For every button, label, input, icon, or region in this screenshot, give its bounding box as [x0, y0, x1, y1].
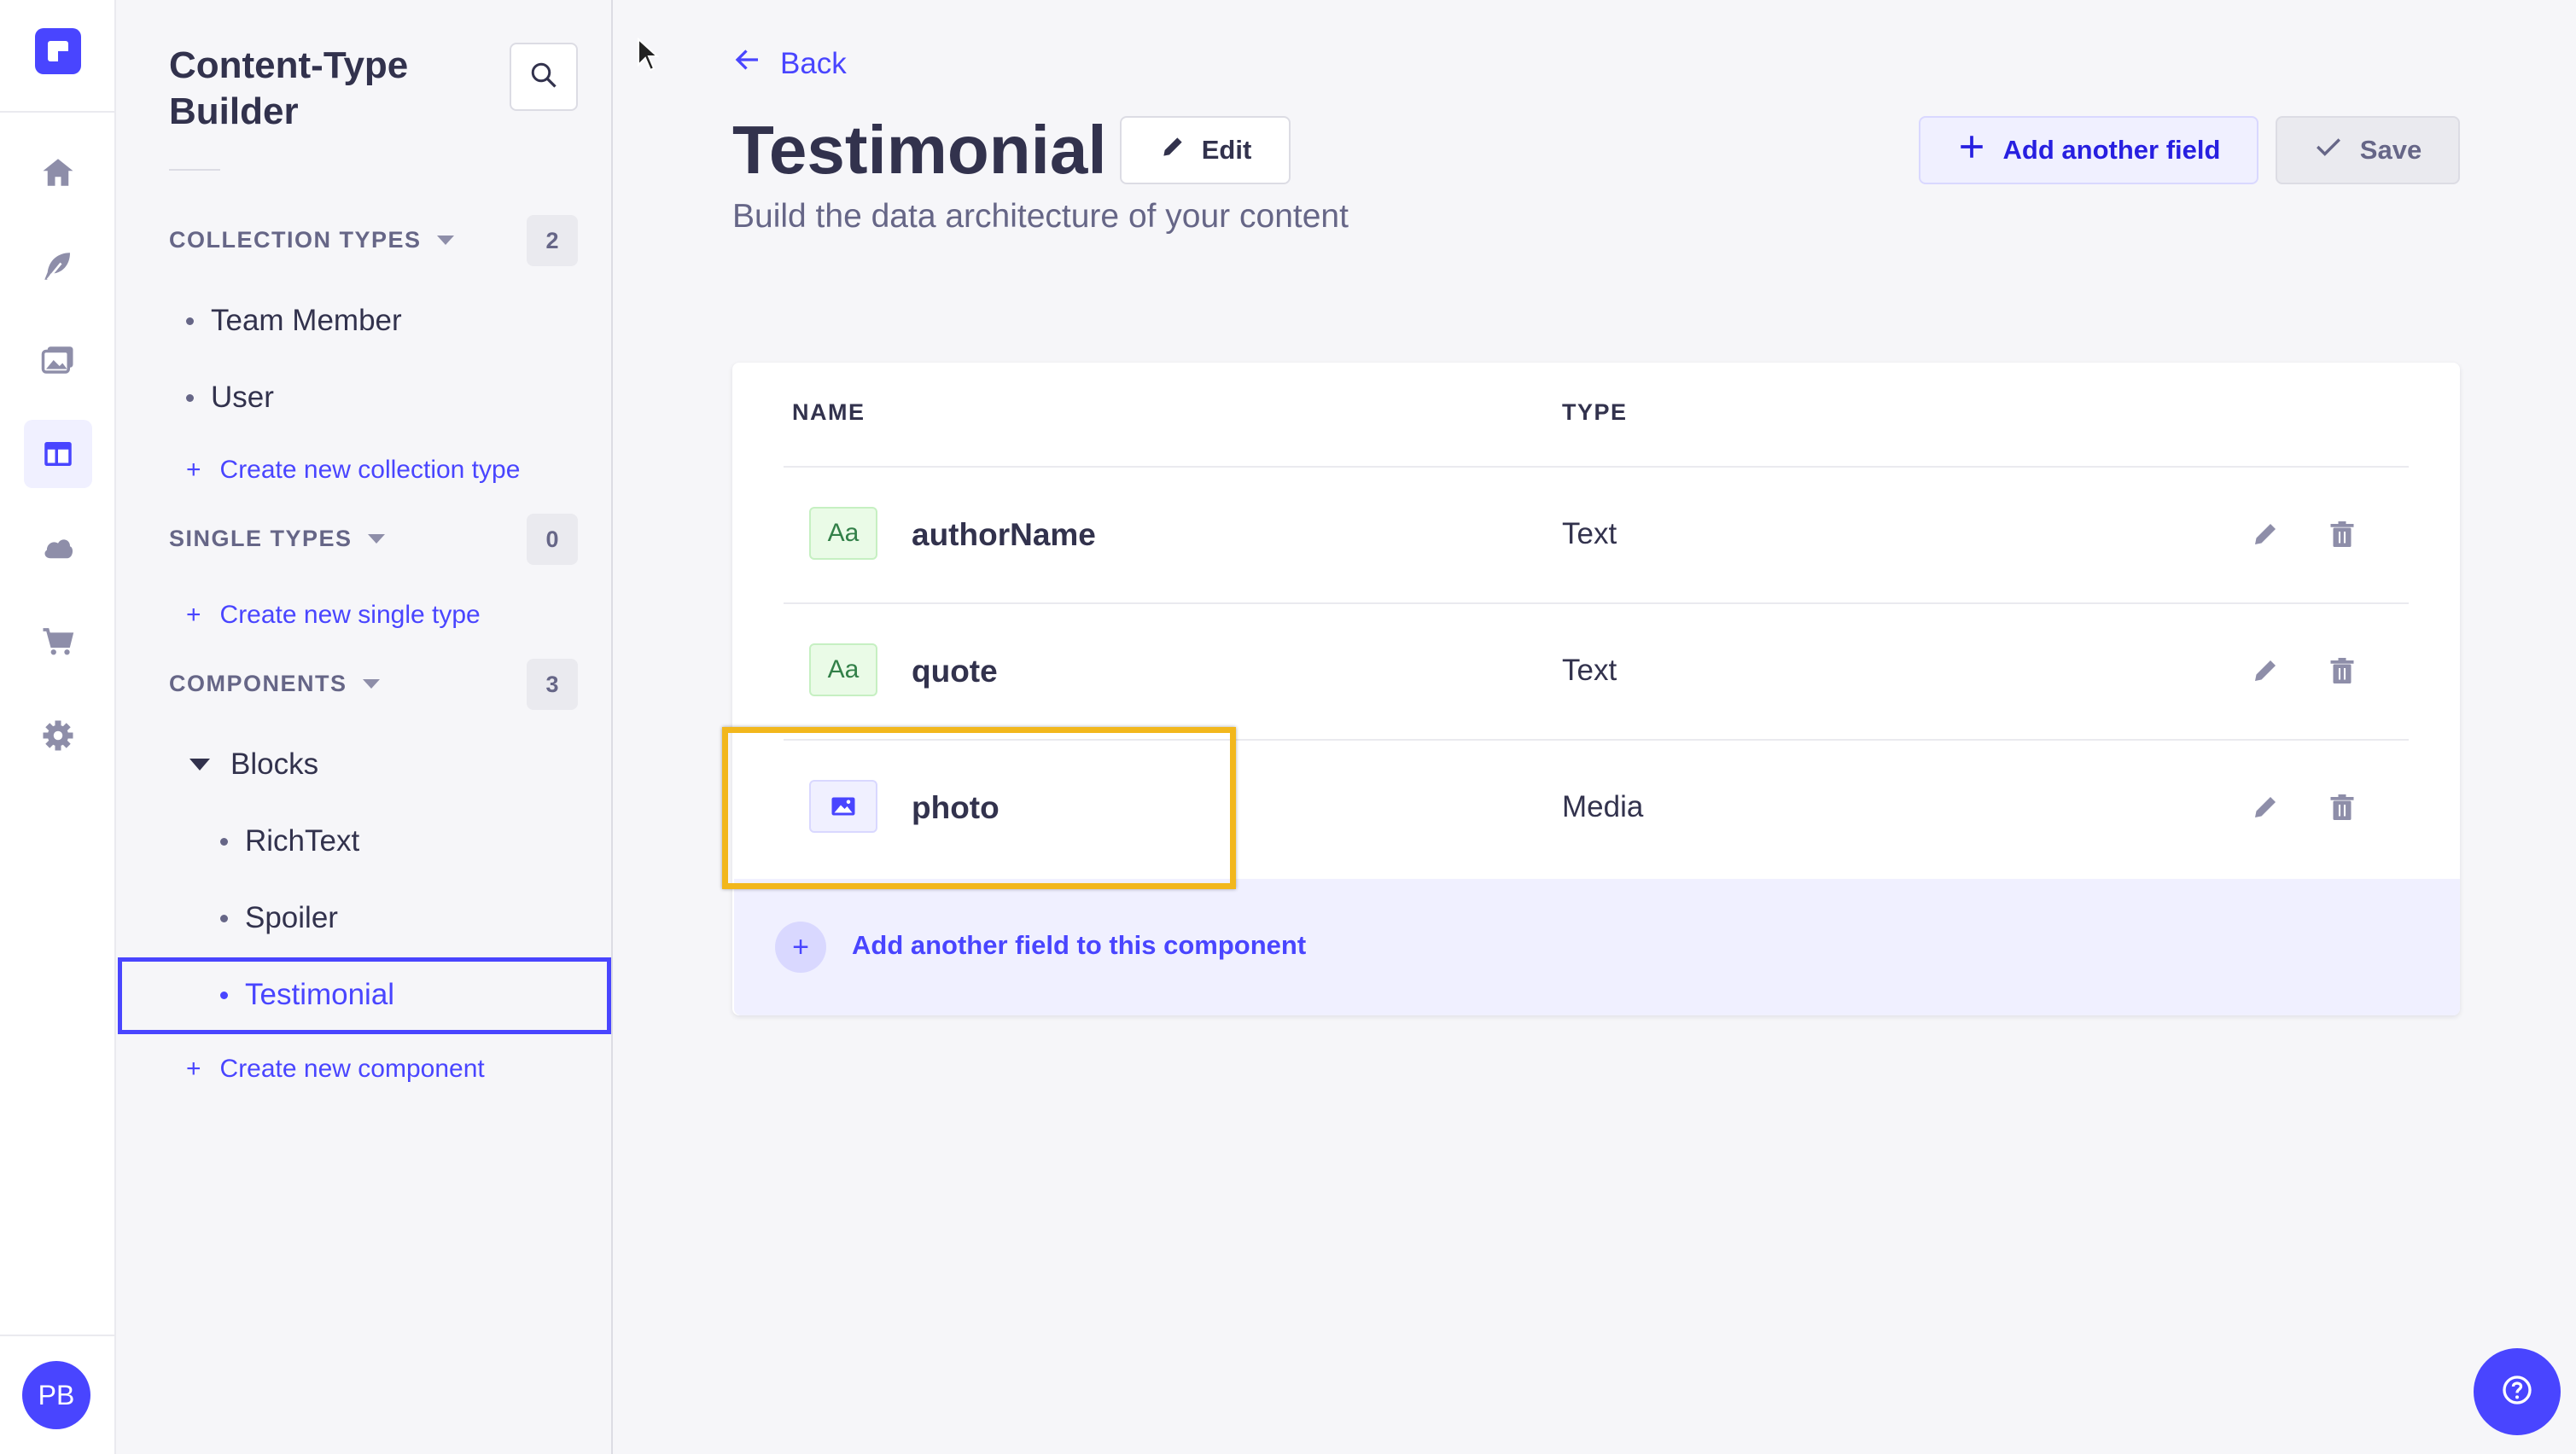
add-field-to-component-label[interactable]: Add another field to this component — [852, 930, 1307, 960]
text-type-icon: Aa — [809, 643, 877, 696]
help-button[interactable] — [2474, 1348, 2561, 1435]
field-type: Media — [1562, 790, 1644, 823]
nav-divider — [0, 111, 116, 113]
count-badge: 0 — [527, 514, 578, 565]
trash-icon[interactable] — [2323, 652, 2361, 689]
search-icon — [528, 60, 559, 95]
subnav-search-button[interactable] — [510, 43, 578, 111]
create-collection-type-link[interactable]: + Create new collection type — [186, 456, 520, 485]
settings-gear-icon[interactable] — [24, 701, 92, 770]
plus-icon: + — [186, 1055, 201, 1083]
add-field-label: Add another field — [2002, 135, 2221, 165]
plus-icon — [1957, 132, 1986, 168]
plus-icon: + — [186, 456, 201, 484]
save-label: Save — [2359, 135, 2422, 165]
page-title: Testimonial — [732, 112, 1107, 188]
section-label: COLLECTION TYPES — [169, 227, 422, 253]
trash-icon[interactable] — [2323, 515, 2361, 553]
feather-icon[interactable] — [24, 232, 92, 300]
media-library-icon[interactable] — [24, 326, 92, 394]
row-divider — [784, 739, 2409, 741]
sidebar-item-label: Team Member — [211, 304, 402, 337]
pencil-icon[interactable] — [2247, 652, 2284, 689]
row-divider — [784, 466, 2409, 468]
title-divider — [169, 169, 220, 171]
trash-icon[interactable] — [2323, 788, 2361, 826]
category-label: Blocks — [230, 747, 319, 781]
field-name: quote — [912, 654, 998, 689]
cloud-icon[interactable] — [24, 514, 92, 582]
create-component-link[interactable]: + Create new component — [186, 1055, 485, 1084]
sidebar-item-testimonial[interactable]: Testimonial — [220, 978, 394, 1012]
pencil-icon[interactable] — [2247, 515, 2284, 553]
highlight-box — [722, 727, 1236, 889]
sidebar-item-label: Spoiler — [245, 901, 338, 934]
caret-down-icon — [436, 236, 454, 245]
category-blocks[interactable]: Blocks — [189, 747, 318, 782]
sidebar-item-label: RichText — [245, 824, 360, 858]
create-single-type-link[interactable]: + Create new single type — [186, 601, 481, 630]
section-collection-types[interactable]: COLLECTION TYPES — [169, 227, 454, 253]
sidebar-item-label: Testimonial — [245, 978, 395, 1011]
check-icon — [2314, 132, 2343, 168]
edit-label: Edit — [1201, 135, 1252, 165]
add-field-to-component-row[interactable] — [734, 879, 2460, 1015]
caret-down-icon — [367, 534, 385, 544]
caret-down-icon — [362, 679, 380, 689]
section-label: SINGLE TYPES — [169, 526, 353, 551]
field-type: Text — [1562, 654, 1617, 687]
back-link[interactable]: Back — [732, 44, 847, 83]
field-name: authorName — [912, 517, 1096, 552]
field-type: Text — [1562, 517, 1617, 550]
count-badge: 2 — [527, 215, 578, 266]
add-another-field-button[interactable]: Add another field — [1919, 116, 2258, 184]
arrow-left-icon — [732, 44, 763, 83]
count-badge: 3 — [527, 659, 578, 710]
active-item-outline — [118, 957, 611, 1034]
subnav-title: Content-Type Builder — [169, 44, 409, 132]
sidebar-item-team-member[interactable]: Team Member — [186, 304, 402, 338]
text-type-icon: Aa — [809, 507, 877, 560]
plus-icon: + — [186, 601, 201, 629]
edit-button[interactable]: Edit — [1120, 116, 1291, 184]
caret-down-icon — [189, 759, 210, 771]
sidebar-item-richtext[interactable]: RichText — [220, 824, 359, 858]
pencil-icon — [1159, 133, 1186, 167]
home-icon[interactable] — [24, 138, 92, 206]
user-avatar[interactable]: PB — [22, 1361, 90, 1429]
question-mark-icon — [2500, 1373, 2534, 1411]
cart-icon[interactable] — [24, 608, 92, 676]
column-header-name: NAME — [792, 399, 865, 425]
content-type-builder-icon[interactable] — [24, 420, 92, 488]
column-header-type: TYPE — [1562, 399, 1628, 425]
create-link-label: Create new component — [219, 1055, 485, 1083]
pencil-icon[interactable] — [2247, 788, 2284, 826]
save-button[interactable]: Save — [2276, 116, 2460, 184]
media-type-icon — [809, 780, 877, 833]
create-link-label: Create new collection type — [219, 456, 521, 484]
sidebar-item-spoiler[interactable]: Spoiler — [220, 901, 338, 935]
section-components[interactable]: COMPONENTS — [169, 671, 380, 697]
page-subtitle: Build the data architecture of your cont… — [732, 198, 1349, 235]
create-link-label: Create new single type — [219, 601, 481, 629]
plus-circle-icon[interactable]: + — [775, 922, 826, 973]
nav-divider — [0, 1335, 116, 1336]
section-single-types[interactable]: SINGLE TYPES — [169, 526, 385, 552]
sidebar-item-label: User — [211, 381, 274, 414]
mouse-cursor-icon — [637, 37, 660, 76]
sidebar-item-user[interactable]: User — [186, 381, 274, 415]
row-divider — [784, 602, 2409, 604]
section-label: COMPONENTS — [169, 671, 347, 696]
back-label: Back — [780, 46, 847, 80]
strapi-logo-icon[interactable] — [35, 28, 81, 74]
field-name: photo — [912, 790, 1000, 825]
